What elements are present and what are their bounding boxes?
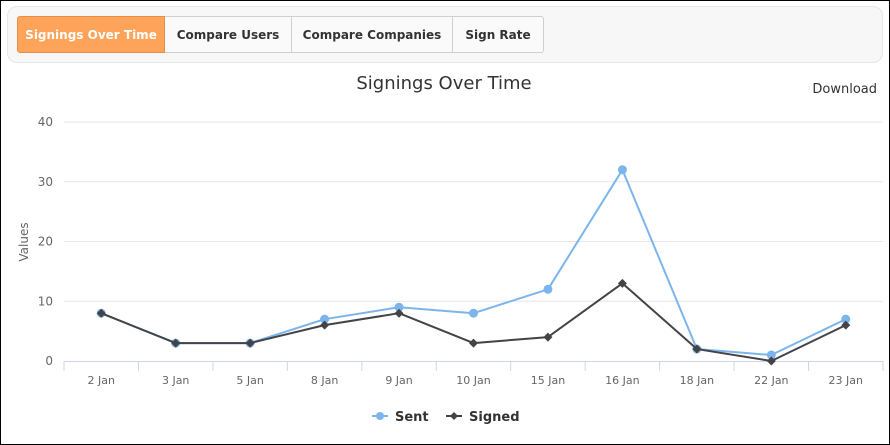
x-tick-label: 10 Jan [456, 374, 490, 387]
data-point-signed [469, 338, 478, 348]
x-tick-label: 16 Jan [605, 374, 639, 387]
x-tick-label: 23 Jan [829, 374, 863, 387]
y-tick-label: 10 [38, 294, 53, 308]
data-point-signed [617, 278, 627, 288]
data-point-signed [394, 308, 404, 318]
data-point-sent [394, 302, 404, 312]
data-point-sent [320, 314, 330, 324]
x-tick-label: 8 Jan [311, 374, 338, 387]
legend-label-signed: Signed [469, 410, 520, 425]
tab-compare-users[interactable]: Compare Users [165, 16, 292, 53]
x-tick-label: 9 Jan [385, 374, 412, 387]
x-tick-label: 22 Jan [754, 374, 788, 387]
data-point-sent [692, 344, 702, 354]
tab-compare-companies[interactable]: Compare Companies [292, 16, 453, 53]
data-point-sent [171, 338, 181, 348]
tab-list: Signings Over Time Compare Users Compare… [17, 16, 544, 53]
data-point-signed [320, 320, 330, 330]
series-line-sent [100, 168, 847, 357]
data-point-signed [692, 344, 702, 354]
y-tick-label: 0 [45, 354, 53, 368]
tab-sign-rate[interactable]: Sign Rate [453, 16, 544, 53]
y-axis-title: Values [17, 222, 31, 261]
x-tick-label: 2 Jan [88, 374, 115, 387]
download-button[interactable]: Download [812, 82, 877, 97]
legend-marker-sent [376, 412, 384, 420]
data-point-signed [766, 356, 776, 366]
data-point-signed [96, 308, 106, 318]
legend-label-sent: Sent [395, 410, 429, 425]
data-point-sent [245, 338, 255, 348]
data-point-signed [245, 338, 255, 348]
data-point-signed [543, 332, 553, 342]
chart-title: Signings Over Time [356, 73, 532, 94]
y-tick-label: 20 [38, 235, 53, 249]
series-line-signed [100, 282, 847, 362]
legend-marker-signed [450, 412, 458, 420]
x-tick-label: 15 Jan [531, 374, 565, 387]
tab-bar: Signings Over Time Compare Users Compare… [7, 6, 883, 63]
data-point-sent [469, 308, 478, 318]
data-point-signed [841, 320, 851, 330]
data-point-sent [543, 284, 553, 294]
data-point-signed [171, 338, 181, 348]
tab-signings-over-time[interactable]: Signings Over Time [17, 16, 165, 53]
y-tick-label: 30 [38, 175, 53, 189]
x-tick-label: 5 Jan [236, 374, 263, 387]
y-tick-label: 40 [38, 115, 53, 129]
data-point-sent [766, 350, 776, 360]
data-point-sent [617, 165, 627, 175]
x-tick-label: 3 Jan [162, 374, 189, 387]
x-tick-label: 18 Jan [680, 374, 714, 387]
data-point-sent [841, 314, 851, 324]
data-point-sent [96, 308, 106, 318]
